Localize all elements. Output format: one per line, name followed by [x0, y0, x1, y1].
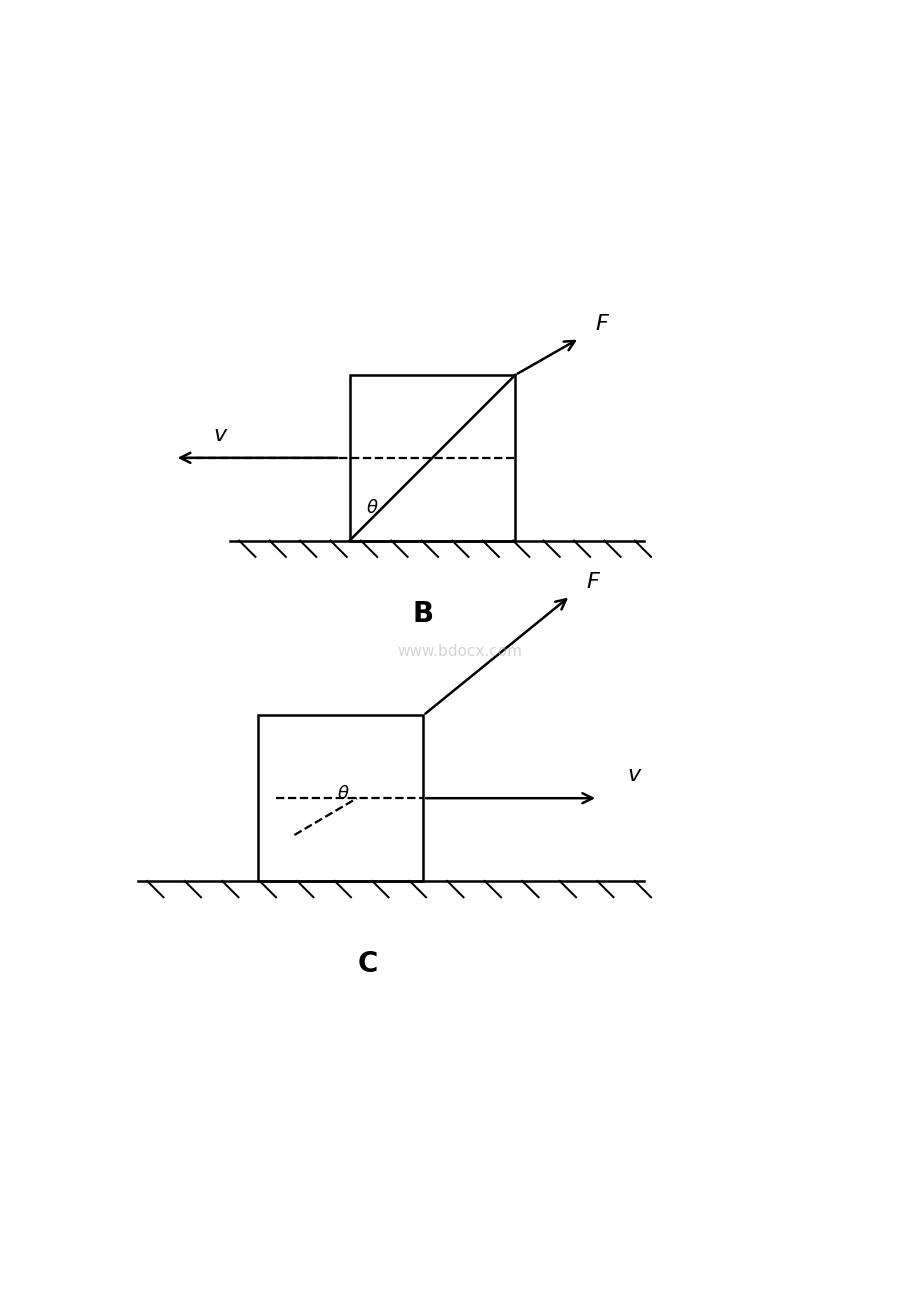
- Text: $F$: $F$: [595, 314, 609, 335]
- Text: www.bdocx.com: www.bdocx.com: [397, 643, 522, 659]
- Text: B: B: [413, 600, 433, 628]
- Text: $v$: $v$: [627, 766, 641, 785]
- Text: $\theta$: $\theta$: [337, 785, 349, 802]
- Text: $F$: $F$: [585, 572, 600, 592]
- Text: C: C: [357, 949, 378, 978]
- Text: $v$: $v$: [213, 424, 228, 445]
- Text: $\theta$: $\theta$: [366, 500, 379, 517]
